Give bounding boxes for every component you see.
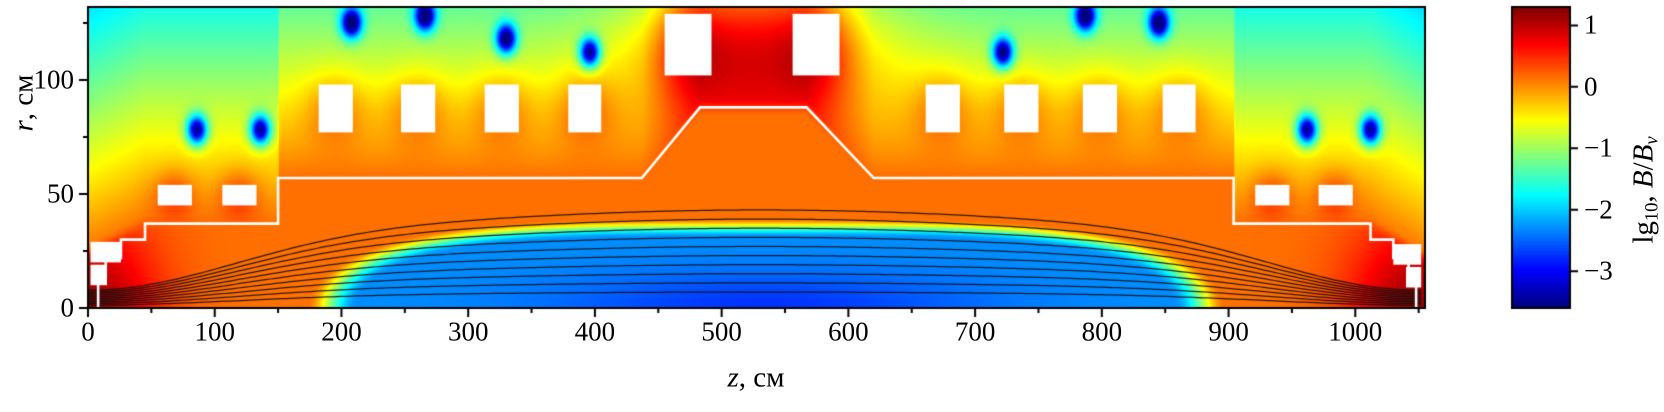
y-tick-label: 0 bbox=[60, 292, 75, 323]
label-segment: , bbox=[1627, 188, 1660, 203]
x-tick-label: 700 bbox=[954, 316, 996, 347]
label-segment: B bbox=[1627, 144, 1660, 163]
x-tick-label: 400 bbox=[574, 316, 616, 347]
label-segment: r bbox=[7, 120, 40, 132]
label-segment: , см bbox=[7, 74, 40, 121]
y-axis-label: r, см bbox=[7, 74, 40, 132]
x-tick-label: 1000 bbox=[1328, 316, 1383, 347]
label-segment: lg bbox=[1627, 221, 1660, 244]
label-segment: z bbox=[727, 361, 739, 394]
x-tick-label: 0 bbox=[81, 316, 95, 347]
colorbar-tick-label: 1 bbox=[1584, 9, 1598, 40]
label-segment: 10 bbox=[1641, 202, 1663, 222]
colorbar-label: lg10, B/Bv bbox=[1627, 136, 1663, 244]
y-tick-label: 100 bbox=[33, 64, 75, 95]
colorbar-tick-label: 0 bbox=[1584, 71, 1598, 102]
colorbar-tick-label: −2 bbox=[1584, 194, 1613, 225]
x-tick-label: 600 bbox=[828, 316, 869, 347]
x-tick-label: 300 bbox=[447, 316, 489, 347]
x-tick-label: 200 bbox=[321, 316, 362, 347]
x-tick-label: 800 bbox=[1081, 316, 1123, 347]
x-tick-label: 900 bbox=[1208, 316, 1249, 347]
label-segment: , см bbox=[738, 361, 785, 394]
colorbar-tick-label: −1 bbox=[1584, 132, 1613, 163]
label-segment: B bbox=[1627, 170, 1660, 189]
label-segment: v bbox=[1641, 136, 1663, 145]
x-axis-label: z, см bbox=[727, 361, 785, 394]
label-segment: / bbox=[1627, 162, 1660, 171]
x-tick-label: 100 bbox=[194, 316, 235, 347]
colorbar-tick-label: −3 bbox=[1584, 255, 1613, 286]
y-tick-label: 50 bbox=[47, 178, 74, 209]
x-tick-label: 500 bbox=[701, 316, 742, 347]
